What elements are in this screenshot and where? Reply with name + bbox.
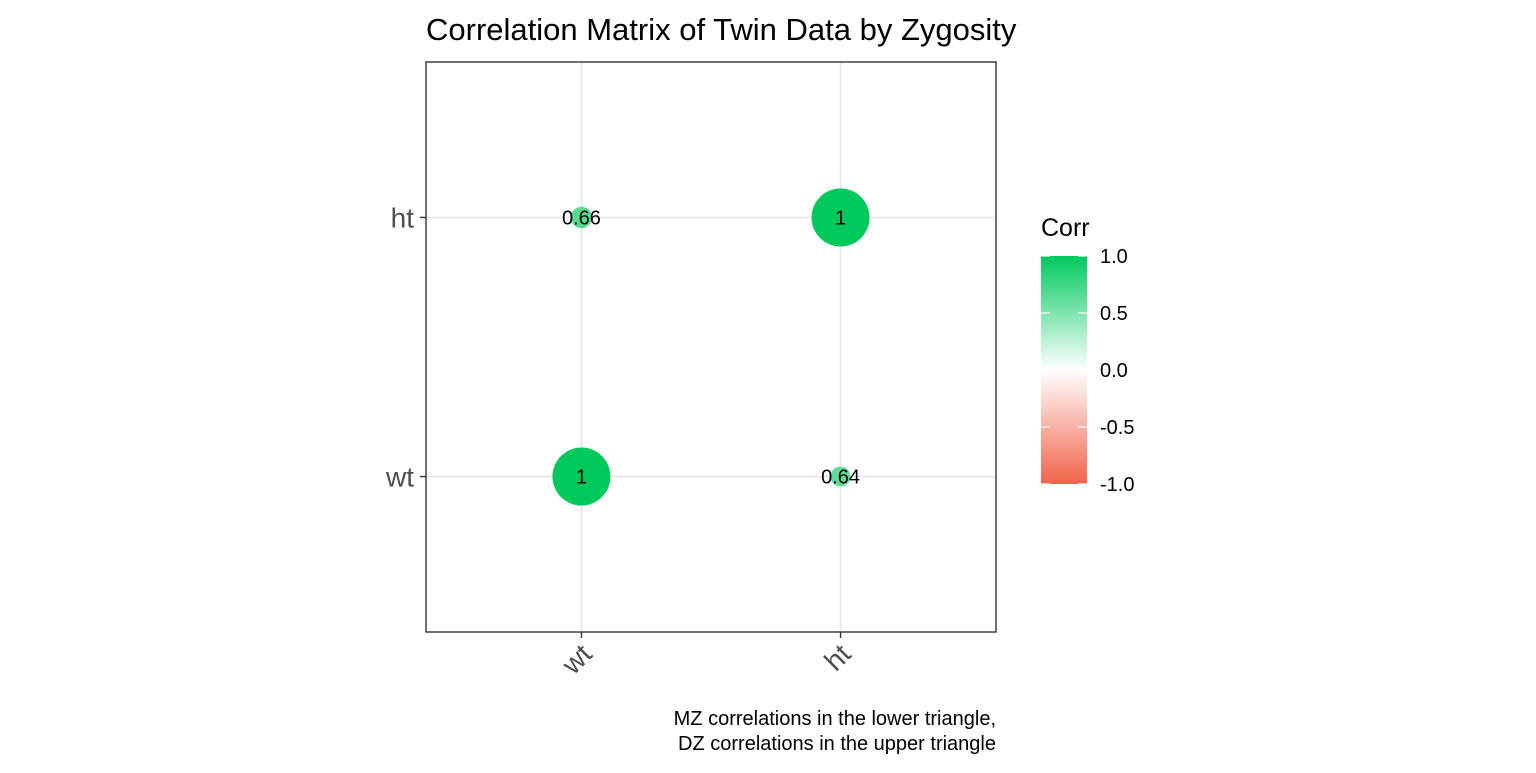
corr-label-ht-ht: 1 bbox=[835, 207, 846, 229]
panel-border bbox=[425, 61, 997, 633]
legend-tick-label-0: 1.0 bbox=[1100, 246, 1128, 268]
corr-point-ht-ht bbox=[811, 188, 870, 247]
corr-point-wt-ht bbox=[570, 206, 593, 229]
x-tick-label-wt: wt bbox=[555, 638, 598, 681]
caption-line-2: DZ correlations in the upper triangle bbox=[678, 733, 996, 755]
caption-line-1: MZ correlations in the lower triangle, bbox=[674, 708, 996, 730]
plot-panel: 1 0.64 0.66 1 wt ht wt ht bbox=[385, 61, 997, 681]
x-tick-label-ht: ht bbox=[818, 638, 857, 677]
corr-label-wt-wt: 1 bbox=[576, 467, 587, 489]
legend-tick-label-4: -1.0 bbox=[1100, 474, 1134, 496]
y-tick-label-ht: ht bbox=[391, 202, 415, 233]
corr-label-wt-ht: 0.66 bbox=[562, 207, 601, 229]
corr-point-ht-wt bbox=[830, 466, 851, 487]
chart-title: Correlation Matrix of Twin Data by Zygos… bbox=[426, 12, 1017, 47]
legend-tick-label-1: 0.5 bbox=[1100, 303, 1128, 325]
y-tick-label-wt: wt bbox=[385, 462, 414, 493]
legend-title: Corr bbox=[1041, 214, 1090, 242]
corr-point-wt-wt bbox=[552, 447, 611, 506]
legend-tick-label-3: -0.5 bbox=[1100, 417, 1134, 439]
legend-tick-label-2: 0.0 bbox=[1100, 360, 1128, 382]
legend: Corr 1.0 0.5 0.0 -0.5 -1.0 bbox=[1041, 214, 1134, 496]
caption: MZ correlations in the lower triangle, DZ… bbox=[674, 708, 996, 755]
corr-label-ht-wt: 0.64 bbox=[821, 467, 860, 489]
